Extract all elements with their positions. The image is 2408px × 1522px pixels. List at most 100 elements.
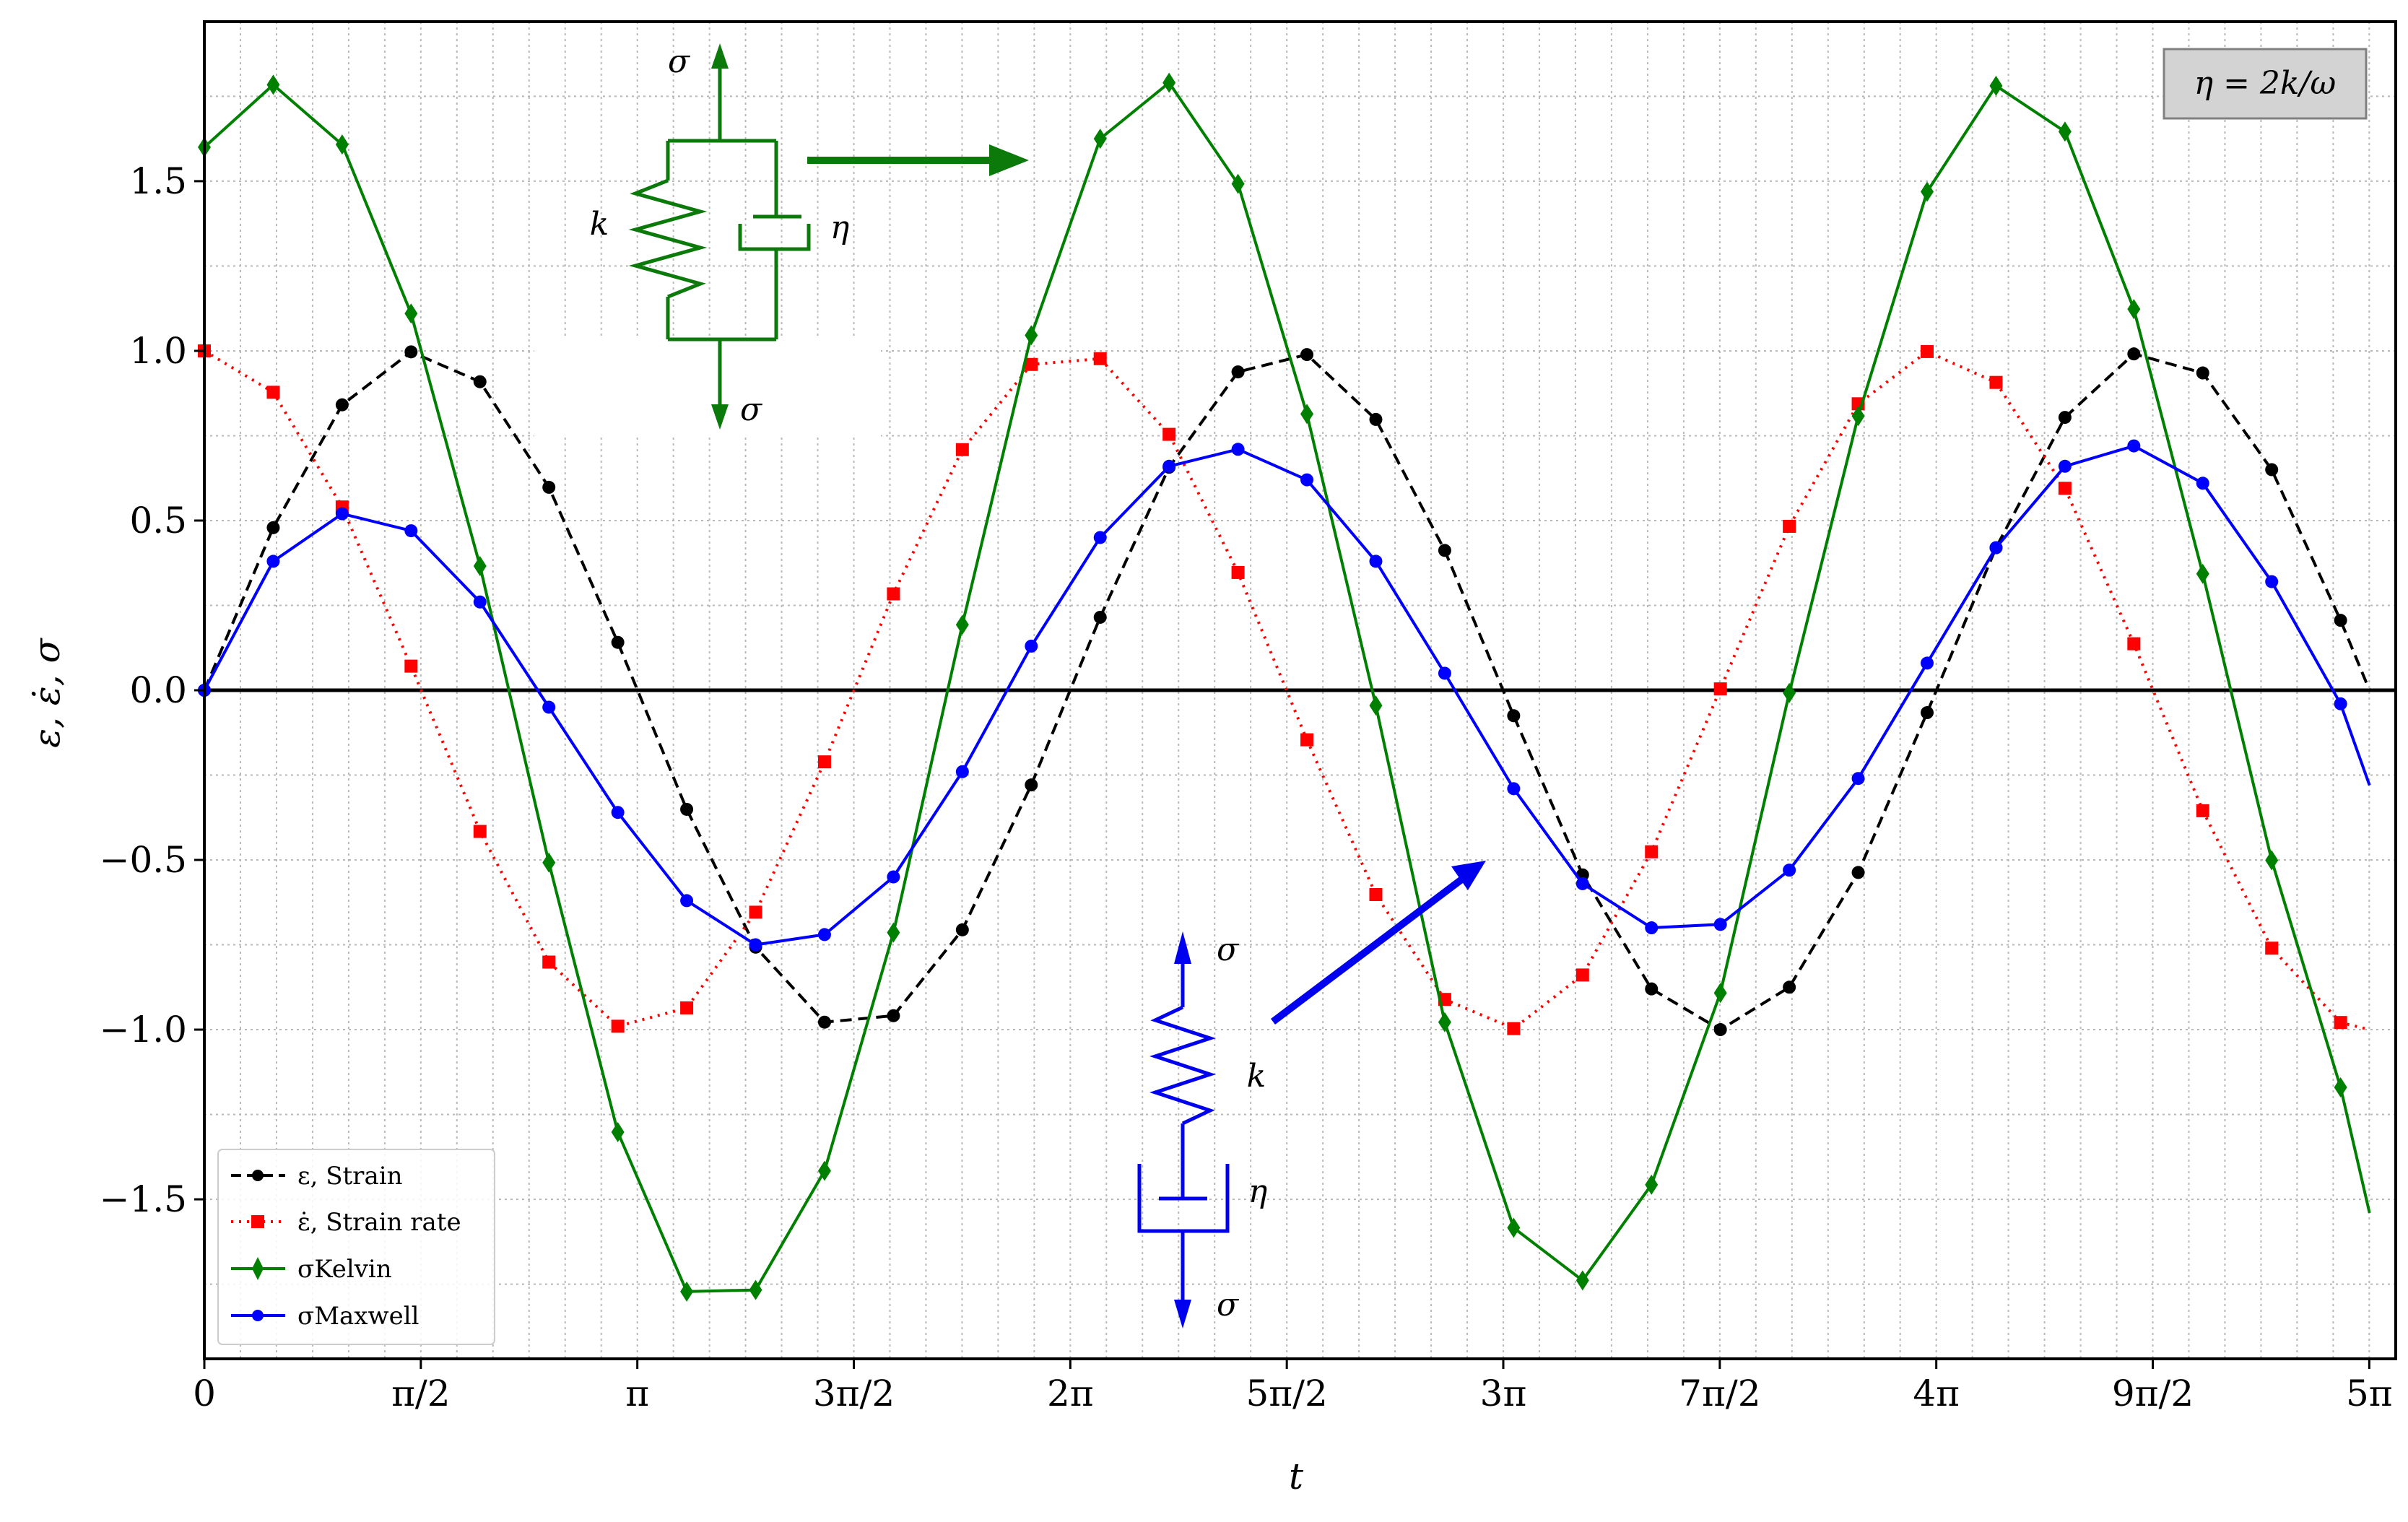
data-point [887,870,900,884]
data-point [2196,366,2209,380]
data-point [1369,555,1383,568]
data-point [266,74,280,95]
data-point [1300,348,1314,362]
data-point [1162,72,1176,93]
data-point [955,443,969,456]
data-point [1851,866,1865,879]
data-point [680,894,694,908]
data-point [887,922,900,943]
data-point [1713,918,1727,931]
data-point [1575,877,1589,890]
data-point [542,852,556,873]
data-point [2334,1077,2347,1097]
data-point [2058,482,2072,495]
data-point [817,755,831,769]
data-point [2196,477,2209,490]
data-point [2196,804,2209,817]
data-point [1231,565,1245,579]
data-point [1025,778,1038,792]
maxwell-eta-label: η [1248,1173,1267,1210]
data-point [1713,983,1727,1004]
y-tick-label: 1.0 [129,330,187,372]
data-point [1921,656,1934,670]
data-point [1025,639,1038,653]
data-point [2058,411,2072,425]
y-tick-label: −1.0 [100,1009,187,1051]
data-point [1575,968,1589,982]
data-point [611,1019,625,1033]
data-point [680,1001,694,1014]
data-point [1783,864,1796,877]
data-point [817,928,831,942]
data-point [1575,1270,1589,1291]
data-point [1162,427,1176,441]
data-point [1645,982,1659,996]
data-point [473,555,487,576]
axis-ticks: 0 π/2 π 3π/2 2π 5π/2 3π 7π/2 4π 9π/2 5π 1.5 1.0 0.5 0.… [100,160,2393,1414]
data-point [1851,406,1865,427]
data-point [1783,682,1796,703]
data-point [2058,459,2072,473]
data-point [1713,682,1727,696]
data-point [2127,637,2141,651]
data-point [1025,357,1038,371]
y-axis-label: ε, ε̇, σ [26,637,68,747]
kelvin-k-label: k [590,206,609,243]
data-point [955,765,969,778]
maxwell-sigma-top-label: σ [1217,931,1240,968]
y-tick-label: −1.5 [100,1178,187,1220]
x-tick-label: 3π [1480,1373,1527,1414]
y-tick-label: 1.5 [129,160,187,202]
data-point [611,1122,625,1143]
data-point [542,955,556,969]
data-point [473,825,487,838]
data-point [1025,325,1038,346]
data-point [1645,845,1659,858]
data-point [2196,563,2209,584]
data-point [1231,365,1245,379]
data-point [1093,352,1107,365]
data-point [749,905,762,919]
data-point [749,1279,762,1300]
data-point [2127,347,2141,361]
x-tick-label: 7π/2 [1679,1373,1760,1414]
data-point [1507,709,1521,723]
svg-text:ε̇, Strain rate: ε̇, Strain rate [297,1208,461,1237]
data-point [817,1160,831,1181]
data-point [404,303,418,324]
series-1 [198,344,2370,1035]
legend-item-strain: ε, Strain [231,1162,402,1191]
maxwell-sigma-bottom-label: σ [1217,1287,1240,1323]
data-point [1300,733,1314,747]
data-point [1507,1022,1521,1035]
data-point [1162,459,1176,473]
data-point [335,398,349,412]
data-point [1507,1217,1521,1238]
x-axis-label: t [1289,1456,1304,1497]
series-3 [198,439,2371,952]
svg-text:σMaxwell: σMaxwell [297,1302,419,1331]
data-point [335,507,349,521]
kelvin-model-diagram [534,43,1029,437]
data-point [1989,75,2003,96]
data-point [1093,531,1107,544]
data-point [2265,463,2279,477]
data-point [1438,544,1451,557]
data-point [955,614,969,635]
data-point [335,134,349,155]
data-point [2334,697,2347,710]
legend-item-maxwell: σMaxwell [231,1302,419,1331]
data-point [817,1015,831,1029]
data-point [404,659,418,673]
data-point [680,802,694,816]
data-point [1783,980,1796,994]
x-tick-label: 0 [193,1373,216,1414]
data-point [1093,610,1107,624]
y-tick-label: −0.5 [100,839,187,881]
data-point [1507,782,1521,796]
legend-item-kelvin: σKelvin [231,1255,392,1284]
data-point [2127,439,2141,453]
x-tick-label: 3π/2 [813,1373,895,1414]
